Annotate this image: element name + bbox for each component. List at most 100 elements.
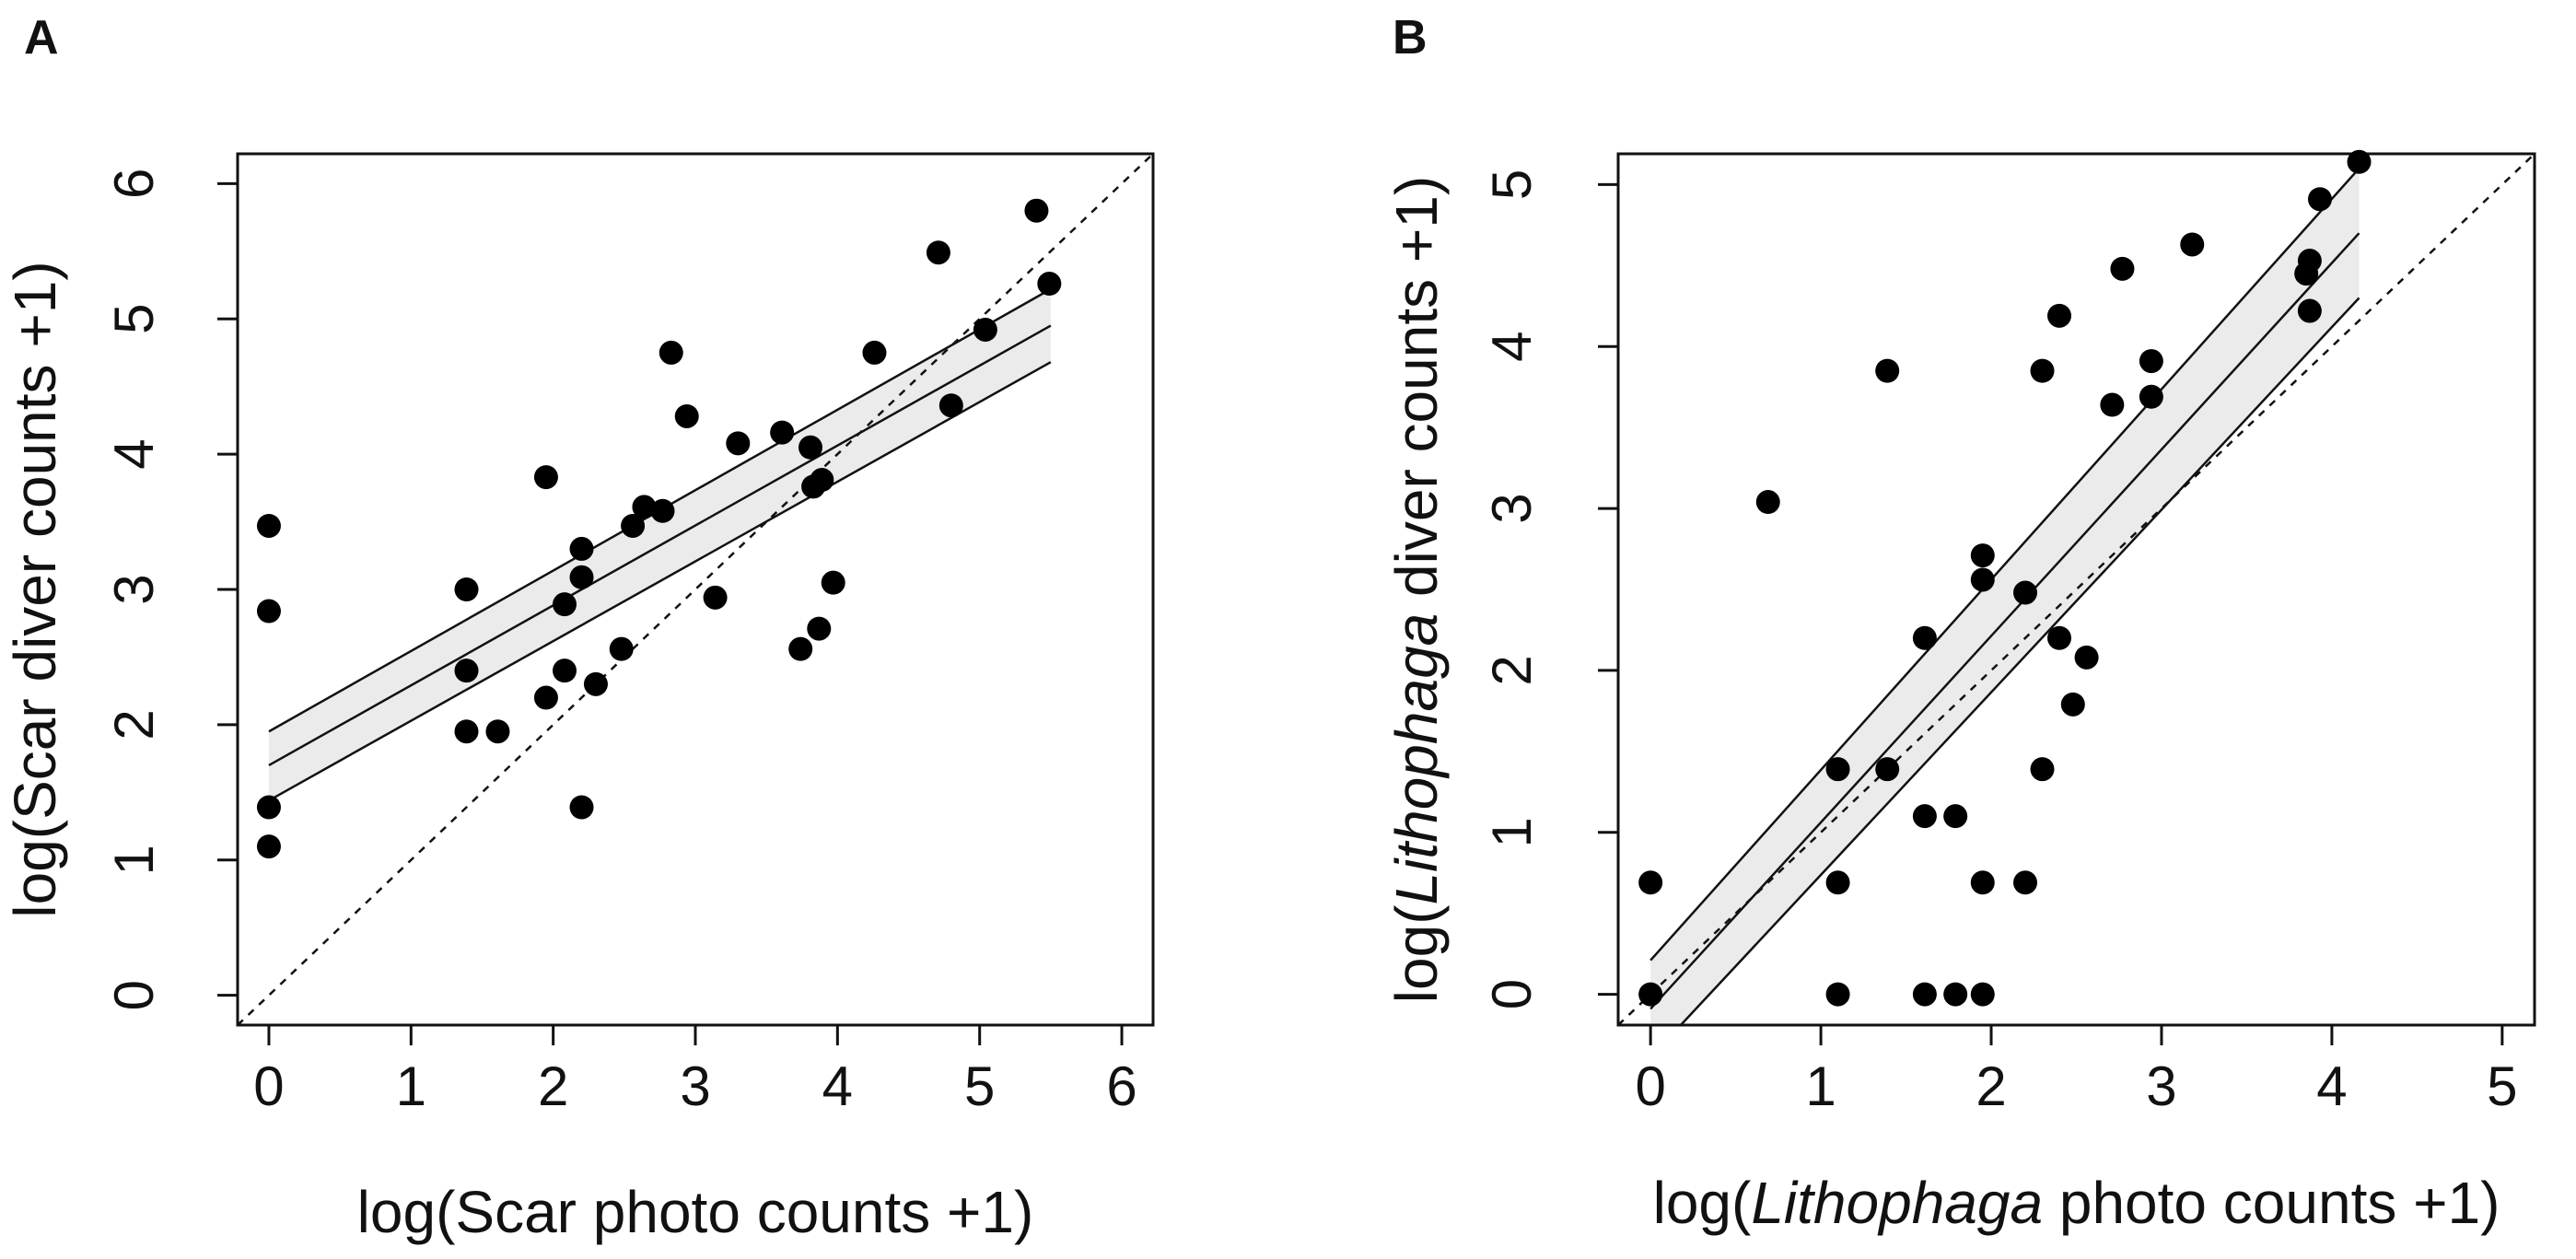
data-point: [454, 659, 479, 683]
x-tick-label: 4: [2316, 1055, 2347, 1117]
data-point: [938, 393, 963, 418]
data-point: [726, 431, 751, 456]
data-point: [2180, 232, 2205, 257]
data-point: [621, 513, 646, 538]
data-point: [1970, 567, 1995, 592]
data-point: [256, 513, 281, 538]
data-point: [256, 795, 281, 820]
data-point: [2047, 303, 2072, 328]
x-tick-label: 1: [1805, 1055, 1836, 1117]
data-point: [256, 834, 281, 859]
x-tick-label: 0: [1635, 1055, 1665, 1117]
data-point: [256, 599, 281, 624]
y-tick-label: 2: [1481, 655, 1543, 685]
data-point: [1912, 625, 1937, 650]
panel-b-letter: B: [1393, 11, 1428, 64]
data-point: [1970, 543, 1995, 568]
data-point: [1875, 757, 1900, 782]
x-tick-label: 2: [1976, 1055, 2006, 1117]
x-tick-label: 0: [253, 1055, 284, 1117]
data-point: [2074, 645, 2099, 670]
data-point: [533, 685, 558, 710]
data-point: [1825, 757, 1850, 782]
data-point: [1638, 870, 1663, 895]
data-point: [703, 585, 728, 610]
y-tick-label: 5: [1481, 169, 1543, 200]
y-tick-label: 0: [103, 980, 165, 1010]
y-axis-label-a: log(Scar diver counts +1): [2, 261, 68, 917]
data-point: [533, 465, 558, 490]
data-point: [2013, 580, 2038, 605]
data-point: [674, 403, 699, 428]
data-point: [2047, 625, 2072, 650]
data-point: [807, 616, 832, 641]
data-point: [609, 636, 634, 661]
data-point: [1638, 982, 1663, 1007]
data-point: [1912, 804, 1937, 829]
panel-a-letter: A: [24, 11, 59, 64]
y-tick-label: 0: [1481, 979, 1543, 1009]
data-point: [1875, 358, 1900, 383]
panel-a: A 0 1 2 3 4 5 6 0 1 2 3 4 5 6 log(Scar photo counts +1…: [2, 11, 1155, 1245]
data-point: [1943, 804, 1968, 829]
data-point: [821, 570, 845, 595]
data-point: [454, 719, 479, 744]
lower-bound-line-b: [1679, 297, 2360, 1025]
panel-b: B 0 1 2 3 4 5 0 1 2 3 4 5 log(Lithophaga photo count…: [1383, 11, 2536, 1236]
data-point: [1037, 272, 1062, 297]
data-point: [2139, 349, 2163, 374]
data-point: [810, 468, 834, 493]
x-tick-label: 5: [964, 1055, 995, 1117]
y-tick-label: 2: [103, 709, 165, 740]
data-point: [2030, 757, 2055, 782]
x-tick-label: 4: [822, 1055, 853, 1117]
x-axis-label-a: log(Scar photo counts +1): [357, 1179, 1034, 1245]
data-point: [973, 317, 997, 342]
plot-area-a: [238, 154, 1153, 1025]
regression-line-b: [1649, 232, 2360, 1010]
data-point: [2297, 249, 2322, 274]
data-point: [2100, 392, 2125, 417]
data-point: [454, 577, 479, 601]
data-point: [1825, 982, 1850, 1007]
data-point: [553, 659, 577, 683]
data-point: [632, 495, 657, 519]
data-point: [2030, 358, 2055, 383]
lower-bound-line-a: [268, 361, 1052, 802]
x-tick-label: 5: [2487, 1055, 2517, 1117]
data-point: [485, 719, 510, 744]
y-tick-label: 3: [1481, 493, 1543, 523]
x-tick-label: 1: [396, 1055, 426, 1117]
upper-bound-line-b: [1649, 167, 2360, 962]
y-tick-label: 3: [103, 574, 165, 604]
data-point: [2347, 149, 2372, 174]
y-tick-label: 1: [1481, 817, 1543, 847]
reference-line-a: [238, 154, 1153, 1025]
regression-line-a: [268, 324, 1052, 767]
y-tick-label: 4: [103, 438, 165, 469]
confidence-band-b: [1650, 168, 2360, 1025]
data-point: [1825, 870, 1850, 895]
data-point: [1970, 982, 1995, 1007]
data-point: [650, 498, 675, 523]
data-point: [2013, 870, 2038, 895]
data-point: [569, 565, 594, 589]
data-point: [798, 435, 823, 460]
reference-line-b: [1618, 154, 2535, 1025]
y-tick-label: 4: [1481, 332, 1543, 362]
data-point: [1755, 490, 1780, 515]
data-point: [2297, 298, 2322, 323]
data-point: [2110, 256, 2135, 281]
data-point: [1024, 198, 1049, 223]
plot-frame-a: [236, 152, 1155, 1027]
x-tick-label: 3: [680, 1055, 710, 1117]
data-point: [569, 536, 594, 561]
data-point: [1943, 982, 1968, 1007]
plot-area-b: [1618, 154, 2535, 1025]
x-tick-label: 6: [1106, 1055, 1136, 1117]
x-axis-label-b: log(Lithophaga photo counts +1): [1653, 1170, 2500, 1236]
data-point: [770, 420, 795, 445]
data-point: [583, 671, 608, 696]
y-tick-label: 6: [103, 169, 165, 199]
